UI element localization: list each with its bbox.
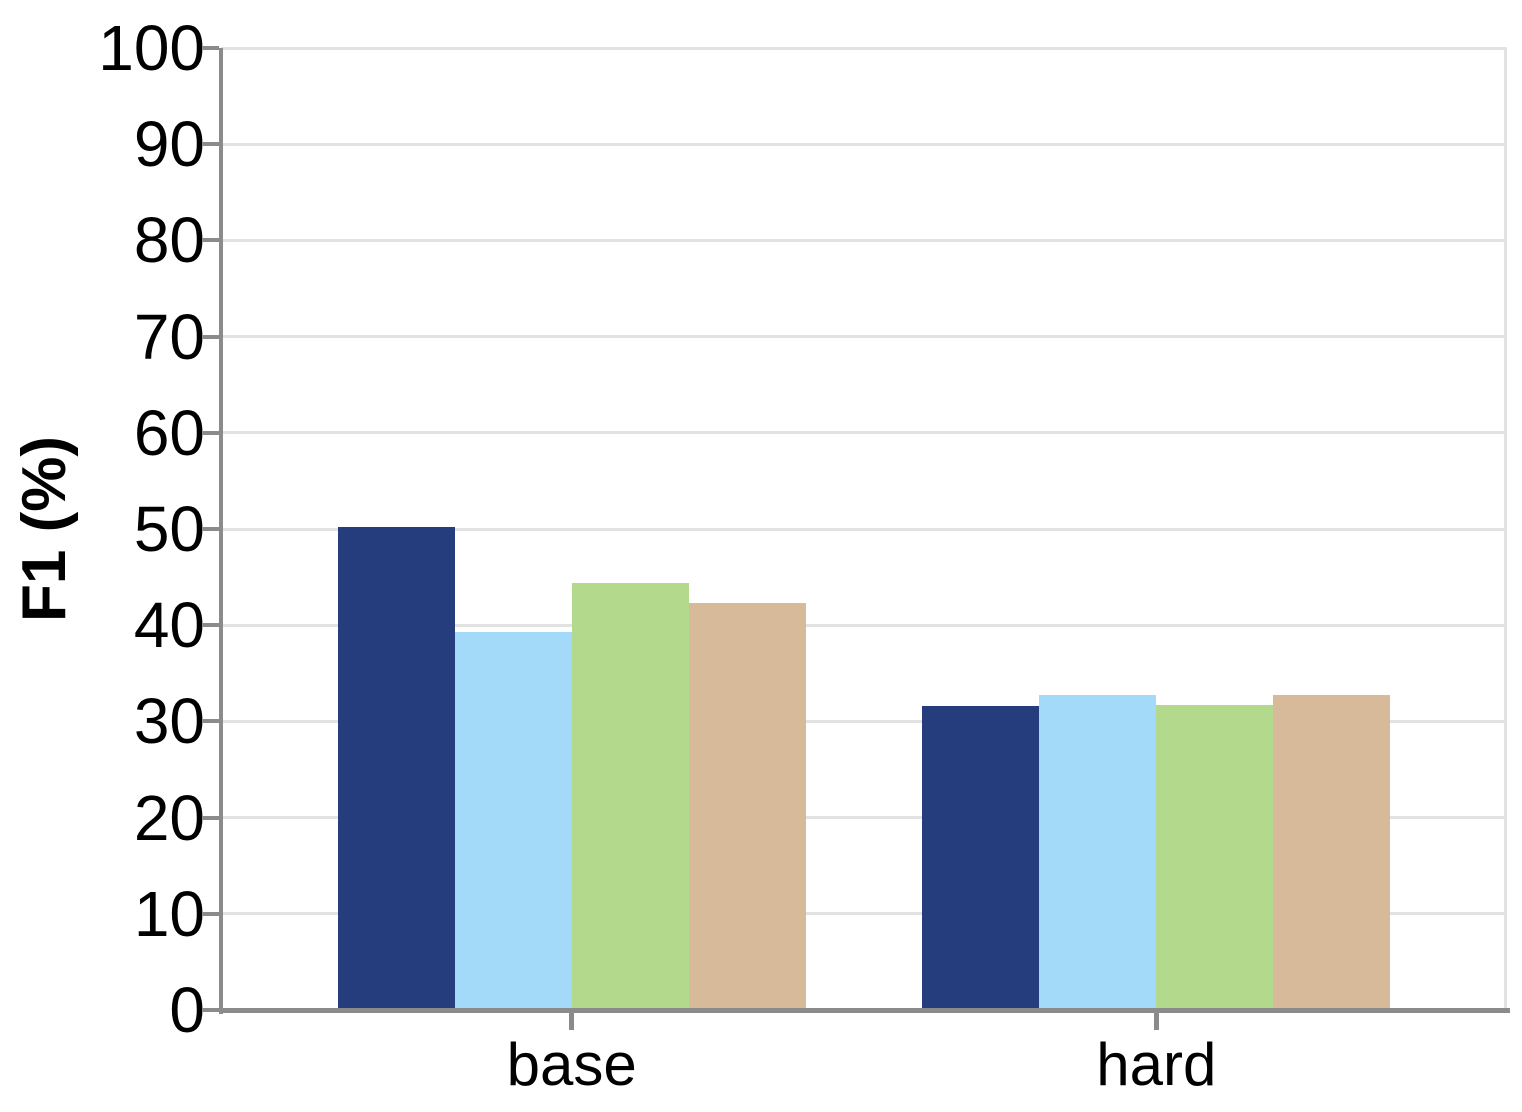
y-tick-label-0: 0 xyxy=(169,974,205,1046)
bar-light-blue-base xyxy=(454,631,572,1010)
gridline-90 xyxy=(221,142,1507,146)
gridline-70 xyxy=(221,335,1507,339)
y-tick-label-100: 100 xyxy=(98,12,205,84)
y-tick-0 xyxy=(203,1008,219,1012)
gridline-100 xyxy=(221,46,1507,50)
y-tick-label-90: 90 xyxy=(133,108,205,181)
x-tick-label-base: base xyxy=(506,1031,637,1098)
gridline-80 xyxy=(221,238,1507,242)
y-tick-80 xyxy=(203,238,219,243)
gridline-30 xyxy=(221,719,1507,723)
gridline-60 xyxy=(221,431,1507,435)
y-tick-70 xyxy=(203,334,219,339)
right-spine xyxy=(1504,48,1507,1010)
x-tick-hard xyxy=(1153,1013,1159,1030)
y-tick-90 xyxy=(203,142,219,147)
y-tick-label-20: 20 xyxy=(133,781,205,854)
bar-navy-base xyxy=(337,527,455,1010)
y-tick-label-70: 70 xyxy=(133,300,205,373)
y-tick-label-80: 80 xyxy=(133,204,205,277)
x-tick-base xyxy=(569,1013,575,1030)
y-axis-line xyxy=(219,48,223,1014)
y-tick-40 xyxy=(203,623,219,628)
bar-tan-hard xyxy=(1273,695,1391,1010)
gridline-50 xyxy=(221,527,1507,531)
y-tick-100 xyxy=(203,46,219,50)
gridline-10 xyxy=(221,912,1507,916)
y-tick-label-30: 30 xyxy=(133,685,205,758)
bar-tan-base xyxy=(688,603,806,1010)
gridline-40 xyxy=(221,623,1507,627)
bar-navy-hard xyxy=(922,706,1040,1010)
y-tick-50 xyxy=(203,527,219,531)
y-tick-label-50: 50 xyxy=(133,493,205,565)
bar-green-hard xyxy=(1156,705,1274,1010)
x-axis-line xyxy=(219,1008,1510,1013)
y-tick-60 xyxy=(203,430,219,435)
x-tick-label-hard: hard xyxy=(1096,1031,1217,1098)
y-tick-10 xyxy=(203,911,219,916)
bar-light-blue-hard xyxy=(1039,695,1157,1010)
y-tick-20 xyxy=(203,815,219,820)
gridline-20 xyxy=(221,816,1507,820)
y-tick-label-60: 60 xyxy=(133,396,205,469)
y-tick-label-10: 10 xyxy=(133,877,205,950)
bar-green-base xyxy=(571,582,689,1010)
y-tick-label-40: 40 xyxy=(133,589,205,662)
y-tick-30 xyxy=(203,719,219,724)
